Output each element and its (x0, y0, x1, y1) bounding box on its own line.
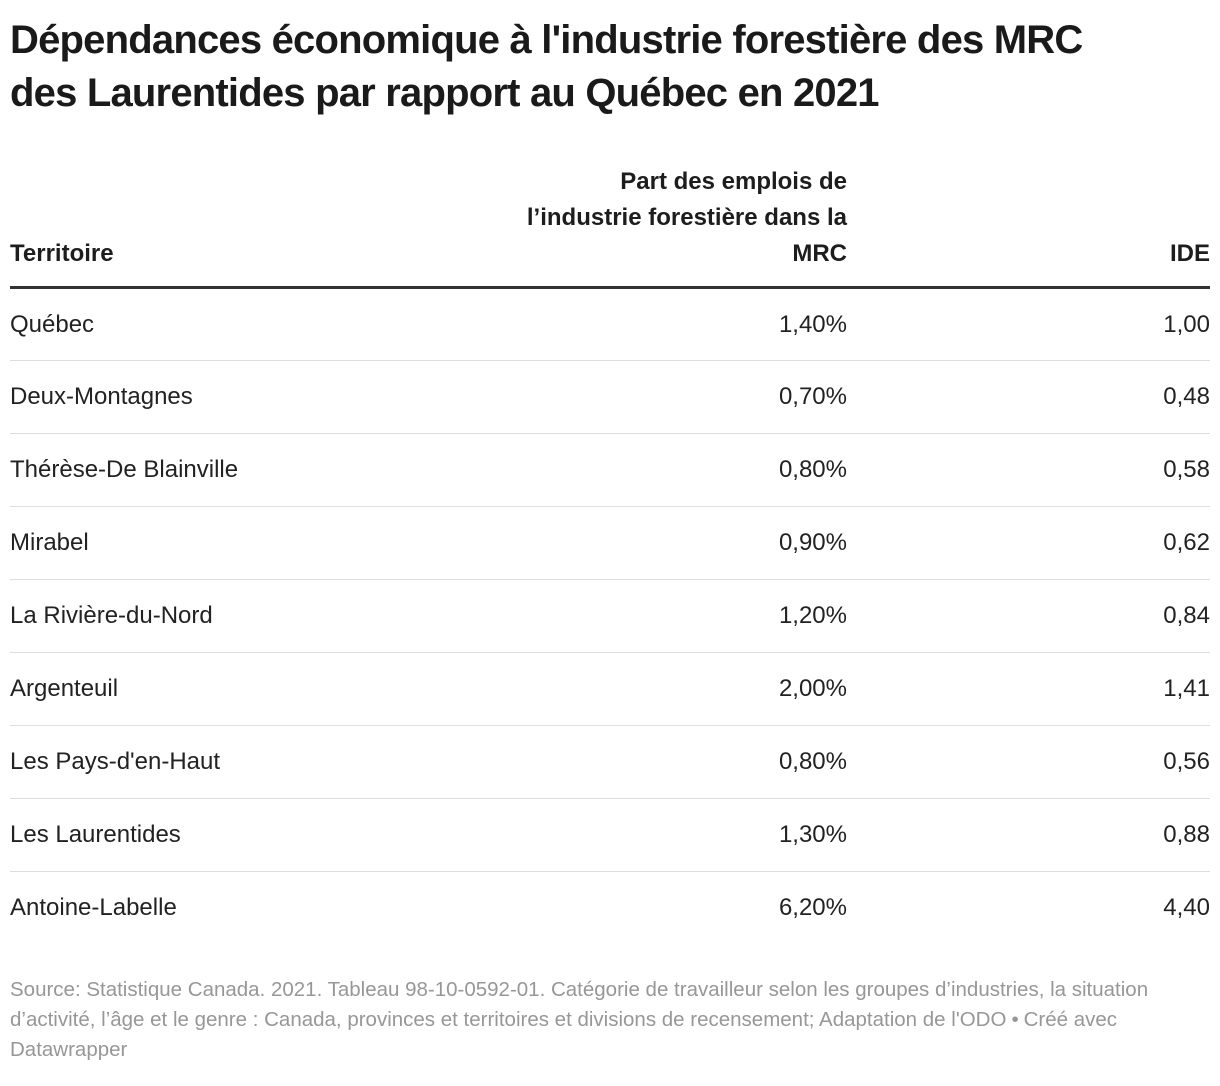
cell-ide: 0,56 (847, 725, 1210, 799)
table-row: Deux-Montagnes 0,70% 0,48 (10, 360, 1210, 434)
cell-territoire: Deux-Montagnes (10, 360, 410, 434)
cell-part-emplois: 1,40% (410, 287, 847, 361)
source-text: Source: Statistique Canada. 2021. Tablea… (10, 977, 1149, 1031)
cell-territoire: Mirabel (10, 506, 410, 580)
table-footer: Source: Statistique Canada. 2021. Tablea… (10, 975, 1210, 1065)
table-row: Thérèse-De Blainville 0,80% 0,58 (10, 433, 1210, 507)
column-header-part-emplois-line-3: MRC (792, 240, 847, 267)
table-row: La Rivière-du-Nord 1,20% 0,84 (10, 579, 1210, 653)
table-row: Argenteuil 2,00% 1,41 (10, 652, 1210, 726)
cell-part-emplois: 1,30% (410, 798, 847, 872)
cell-territoire: Les Pays-d'en-Haut (10, 725, 410, 799)
header-row: Territoire Part des emplois de l’industr… (10, 164, 1210, 289)
cell-territoire: Québec (10, 287, 410, 361)
table-row: Mirabel 0,90% 0,62 (10, 506, 1210, 580)
footer-separator: • (1011, 1007, 1019, 1031)
page-title-line-1: Dépendances économique à l'industrie for… (10, 18, 1083, 62)
page-title: Dépendances économique à l'industrie for… (10, 14, 1210, 120)
cell-part-emplois: 2,00% (410, 652, 847, 726)
cell-territoire: Thérèse-De Blainville (10, 433, 410, 507)
cell-ide: 0,48 (847, 360, 1210, 434)
cell-territoire: Les Laurentides (10, 798, 410, 872)
cell-part-emplois: 0,70% (410, 360, 847, 434)
cell-territoire: Antoine-Labelle (10, 894, 177, 922)
table-row: Antoine-Labelle 6,20% 4,40 (10, 872, 1210, 945)
column-header-part-emplois: Part des emplois de l’industrie forestiè… (410, 164, 847, 289)
cell-part-emplois: 6,20% (778, 894, 847, 922)
cell-ide: 1,00 (847, 287, 1210, 361)
table-row: Les Laurentides 1,30% 0,88 (10, 798, 1210, 872)
column-header-part-emplois-line-2: l’industrie forestière dans la (526, 204, 847, 231)
cell-ide: 0,84 (847, 579, 1210, 653)
cell-part-emplois: 0,80% (410, 433, 847, 507)
cell-territoire: Argenteuil (10, 652, 410, 726)
cell-ide: 0,58 (847, 433, 1210, 507)
table-row: Québec 1,40% 1,00 (10, 287, 1210, 361)
column-header-territoire: Territoire (10, 164, 410, 289)
page-title-line-2: des Laurentides par rapport au Québec en… (10, 71, 880, 115)
table-row: Les Pays-d'en-Haut 0,80% 0,56 (10, 725, 1210, 799)
column-header-part-emplois-line-1: Part des emplois de (620, 168, 847, 195)
cell-ide: 1,41 (847, 652, 1210, 726)
data-table: Territoire Part des emplois de l’industr… (10, 164, 1210, 945)
cell-territoire: La Rivière-du-Nord (10, 579, 410, 653)
cell-part-emplois: 1,20% (410, 579, 847, 653)
cell-ide: 4,40 (1163, 894, 1210, 922)
datawrapper-credit-link[interactable]: Créé avec Datawrapper (10, 1007, 1118, 1061)
cell-part-emplois: 0,90% (410, 506, 847, 580)
column-header-ide: IDE (847, 164, 1210, 289)
cell-ide: 0,62 (847, 506, 1210, 580)
cell-part-emplois: 0,80% (410, 725, 847, 799)
cell-ide: 0,88 (847, 798, 1210, 872)
